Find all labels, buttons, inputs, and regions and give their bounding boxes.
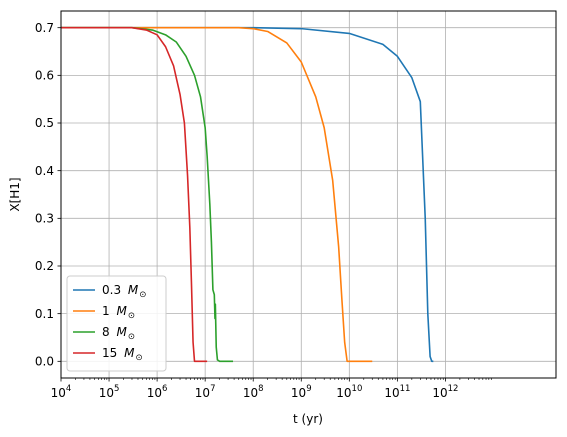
legend-label: 8 M⊙	[102, 325, 135, 342]
x-tick-label: 1010	[336, 384, 362, 400]
legend-label: 15 M⊙	[102, 346, 143, 363]
series-line	[61, 26, 434, 363]
legend-label: 0.3 M⊙	[102, 283, 146, 300]
x-axis-ticks: 104 105 106 107 108 109 1010 1011 1012	[51, 378, 492, 400]
y-tick-label: 0.3	[35, 212, 54, 226]
series-lines	[61, 26, 434, 363]
x-tick-label: 107	[195, 384, 216, 400]
y-tick-label: 0.7	[35, 21, 54, 35]
y-axis-label: X[H1]	[8, 177, 22, 211]
x-tick-label: 109	[291, 384, 312, 400]
x-tick-label: 1011	[384, 384, 410, 400]
series-line	[61, 26, 208, 363]
x-tick-label: 1012	[432, 384, 458, 400]
y-tick-label: 0.1	[35, 307, 54, 321]
y-tick-label: 0.4	[35, 164, 54, 178]
legend: 0.3 M⊙ 1 M⊙ 8 M⊙ 15 M⊙	[66, 275, 167, 372]
y-tick-label: 0.2	[35, 259, 54, 273]
y-tick-label: 0.6	[35, 69, 54, 83]
x-tick-label: 106	[147, 384, 168, 400]
x-tick-label: 104	[51, 384, 72, 400]
series-line	[61, 26, 234, 363]
y-axis-ticks: 0.0 0.1 0.2 0.3 0.4 0.5 0.6 0.7	[35, 21, 61, 369]
x-tick-label: 108	[243, 384, 264, 400]
x-tick-label: 105	[99, 384, 120, 400]
series-line	[61, 26, 373, 363]
legend-box	[66, 275, 167, 372]
y-tick-label: 0.0	[35, 355, 54, 369]
legend-label: 1 M⊙	[102, 304, 135, 321]
plot-frame	[60, 10, 557, 379]
x-axis-label: t (yr)	[293, 412, 323, 426]
y-tick-label: 0.5	[35, 116, 54, 130]
